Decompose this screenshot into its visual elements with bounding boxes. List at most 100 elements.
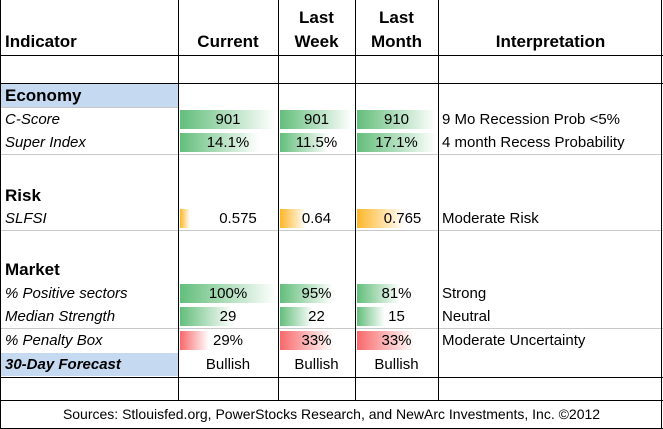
section-risk: Risk: [5, 186, 41, 205]
row-label-cscore: C-Score: [5, 111, 61, 128]
super-index-last-month-bar: [357, 133, 436, 152]
penalty-box-last-week-bar: [280, 331, 333, 350]
row-divider: [0, 328, 663, 329]
positive-sectors-last-month-bar: [357, 284, 400, 303]
median-strength-current-bar: [180, 307, 233, 326]
header-bottom-border: [0, 55, 663, 56]
section-economy: Economy: [0, 84, 178, 108]
median-strength-current-value: 29: [219, 308, 237, 325]
header-current: Current: [197, 32, 259, 51]
cscore-last-month-bar: [357, 110, 436, 129]
header-indicator: Indicator: [5, 32, 77, 51]
cscore-last-month-value: 910: [383, 111, 410, 128]
penalty-box-last-month-bar: [357, 331, 414, 350]
slfsi-last-month-value: 0.765: [383, 210, 422, 227]
slfsi-current-value: 0.575: [219, 210, 257, 227]
positive-sectors-last-week-value: 95%: [301, 285, 332, 302]
column-border: [661, 0, 662, 429]
footer-top-border: [0, 400, 663, 401]
column-border: [355, 0, 356, 401]
row-divider: [0, 230, 663, 231]
slfsi-last-month-bar: [357, 209, 404, 228]
forecast-last-month-cell: Bullish: [356, 353, 437, 376]
positive-sectors-last-week-bar: [280, 284, 333, 303]
cscore-current-bar: [180, 110, 275, 129]
median-strength-last-week-bar: [280, 307, 313, 326]
super-index-last-week-cell: 11.5%: [279, 131, 354, 154]
slfsi-last-week-value: 0.64: [301, 210, 332, 227]
column-border: [178, 0, 179, 401]
penalty-box-last-week-cell: 33%: [279, 329, 354, 352]
header-last-month-line1: Last: [379, 8, 414, 27]
slfsi-current-bar: [180, 209, 190, 228]
median-strength-last-month-bar: [357, 307, 385, 326]
median-strength-last-month-value: 15: [388, 308, 405, 325]
penalty-box-current-bar: [180, 331, 209, 350]
row-divider: [0, 154, 663, 155]
cscore-last-week-bar: [280, 110, 352, 129]
table-bottom-border: [0, 377, 663, 378]
super-index-last-month-cell: 17.1%: [356, 131, 437, 154]
positive-sectors-last-month-cell: 81%: [356, 282, 437, 305]
cscore-last-week-value: 901: [303, 111, 330, 128]
slfsi-last-week-bar: [280, 209, 306, 228]
header-interpretation: Interpretation: [495, 32, 606, 51]
row-label-median-strength: Median Strength: [5, 308, 116, 325]
cscore-current-cell: 901: [179, 108, 277, 131]
cscore-interpretation: 9 Mo Recession Prob <5%: [442, 111, 621, 128]
super-index-last-week-bar: [280, 133, 329, 152]
median-strength-last-month-cell: 15: [356, 305, 437, 328]
header-last-week-line1: Last: [299, 8, 334, 27]
slfsi-current-cell: 0.575: [179, 207, 277, 230]
column-border: [438, 0, 439, 401]
median-strength-interpretation: Neutral: [442, 308, 491, 325]
cscore-last-week-cell: 901: [279, 108, 354, 131]
cscore-current-value: 901: [215, 111, 241, 128]
column-border: [0, 0, 1, 429]
super-index-last-month-value: 17.1%: [375, 134, 418, 151]
slfsi-interpretation: Moderate Risk: [442, 210, 539, 227]
forecast-current-cell: Bullish: [179, 353, 277, 376]
penalty-box-last-month-cell: 33%: [356, 329, 437, 352]
median-strength-last-week-cell: 22: [279, 305, 354, 328]
median-strength-last-week-value: 22: [308, 308, 325, 325]
super-index-current-value: 14.1%: [206, 134, 250, 151]
positive-sectors-current-bar: [180, 284, 276, 303]
forecast-last-week-value: Bullish: [294, 356, 339, 373]
header-last-week-line2: Week: [294, 32, 339, 51]
row-label-super-index: Super Index: [5, 134, 86, 151]
section-border: [0, 83, 663, 84]
cscore-last-month-cell: 910: [356, 108, 437, 131]
sources-footer: Sources: Stlouisfed.org, PowerStocks Res…: [62, 406, 601, 422]
positive-sectors-current-value: 100%: [208, 285, 248, 302]
penalty-box-current-cell: 29%: [179, 329, 277, 352]
super-index-interpretation: 4 month Recess Probability: [442, 134, 625, 151]
row-label-positive-sectors: % Positive sectors: [5, 285, 128, 302]
row-divider: [0, 107, 178, 108]
super-index-last-week-value: 11.5%: [295, 134, 338, 151]
section-market: Market: [5, 260, 60, 279]
super-index-current-cell: 14.1%: [179, 131, 277, 154]
forecast-last-month-value: Bullish: [374, 356, 419, 373]
column-border: [278, 0, 279, 401]
row-label-penalty-box: % Penalty Box: [5, 332, 103, 349]
positive-sectors-interpretation: Strong: [442, 285, 487, 302]
penalty-box-interpretation: Moderate Uncertainty: [442, 332, 586, 349]
forecast-label-shade: [0, 353, 178, 376]
header-last-month-line2: Month: [371, 32, 422, 51]
penalty-box-current-value: 29%: [212, 332, 244, 349]
penalty-box-last-month-value: 33%: [381, 332, 412, 349]
positive-sectors-last-month-value: 81%: [381, 285, 412, 302]
forecast-current-value: Bullish: [205, 356, 251, 373]
forecast-last-week-cell: Bullish: [279, 353, 354, 376]
row-label-forecast: 30-Day Forecast: [5, 356, 121, 373]
penalty-box-last-week-value: 33%: [301, 332, 332, 349]
slfsi-last-week-cell: 0.64: [279, 207, 354, 230]
positive-sectors-current-cell: 100%: [179, 282, 277, 305]
row-label-slfsi: SLFSI: [5, 210, 47, 227]
slfsi-last-month-cell: 0.765: [356, 207, 437, 230]
positive-sectors-last-week-cell: 95%: [279, 282, 354, 305]
median-strength-current-cell: 29: [179, 305, 277, 328]
super-index-current-bar: [180, 133, 259, 152]
